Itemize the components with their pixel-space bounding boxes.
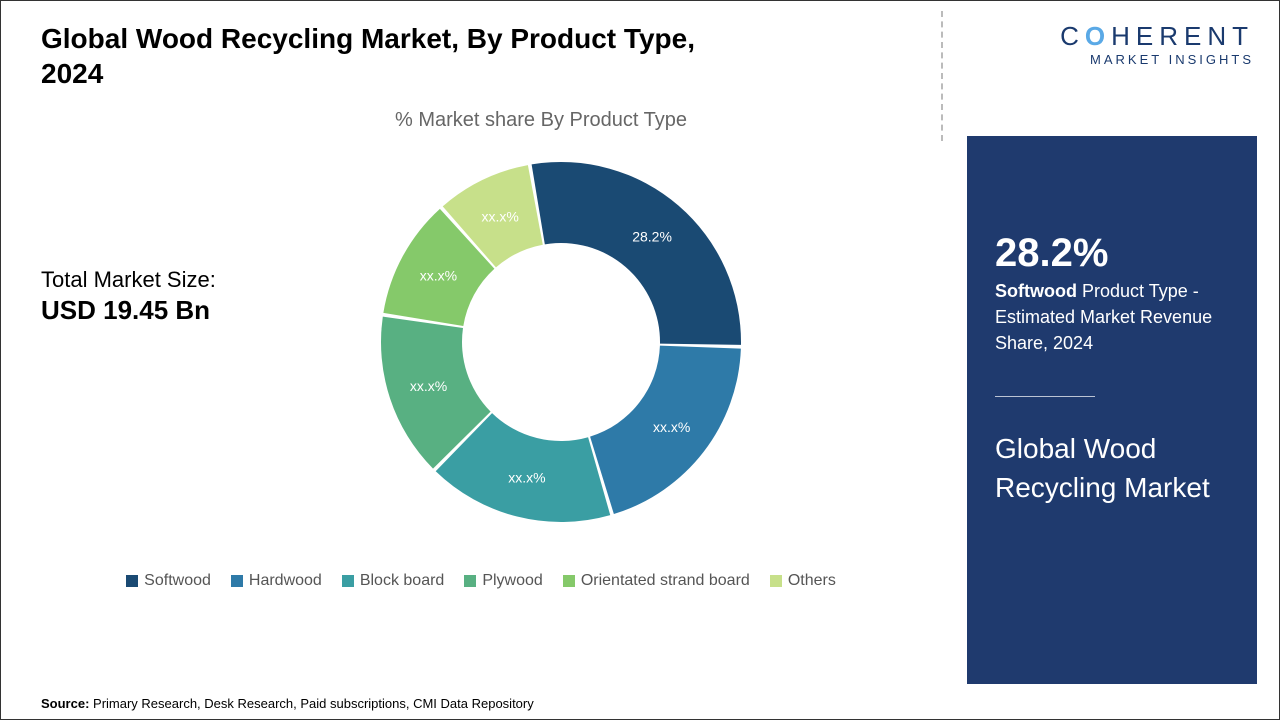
- legend-label: Softwood: [144, 572, 211, 590]
- highlight-desc: Softwood Product Type - Estimated Market…: [995, 278, 1229, 356]
- market-size-label: Total Market Size:: [41, 267, 216, 293]
- chart-subtitle: % Market share By Product Type: [161, 109, 921, 132]
- page-title: Global Wood Recycling Market, By Product…: [41, 21, 741, 91]
- legend: Softwood Hardwood Block board Plywood Orient…: [41, 572, 921, 592]
- legend-item-plywood: Plywood: [464, 572, 542, 590]
- brand-logo: COHERENT MARKET INSIGHTS: [1060, 21, 1254, 67]
- market-size-value: USD 19.45 Bn: [41, 295, 216, 326]
- highlight-percent: 28.2%: [995, 231, 1229, 276]
- legend-label: Block board: [360, 572, 445, 590]
- logo-letters-rest: HERENT: [1111, 21, 1254, 51]
- legend-swatch: [770, 575, 782, 587]
- legend-swatch: [563, 575, 575, 587]
- source-text: Primary Research, Desk Research, Paid su…: [93, 696, 534, 711]
- legend-swatch: [231, 575, 243, 587]
- logo-sub: MARKET INSIGHTS: [1060, 52, 1254, 67]
- legend-label: Plywood: [482, 572, 542, 590]
- legend-swatch: [342, 575, 354, 587]
- slice-label-1: xx.x%: [653, 419, 690, 435]
- logo-letter-o: O: [1085, 21, 1111, 52]
- infographic-container: Global Wood Recycling Market, By Product…: [0, 0, 1280, 720]
- vertical-divider: [941, 11, 943, 141]
- legend-item-others: Others: [770, 572, 836, 590]
- logo-main: COHERENT: [1060, 21, 1254, 52]
- logo-letter-c: C: [1060, 21, 1085, 51]
- legend-item-softwood: Softwood: [126, 572, 211, 590]
- slice-label-4: xx.x%: [420, 267, 457, 283]
- side-panel: COHERENT MARKET INSIGHTS 28.2% Softwood …: [944, 1, 1279, 719]
- chart-area: Total Market Size: USD 19.45 Bn 28.2% xx.…: [41, 132, 921, 572]
- legend-swatch: [464, 575, 476, 587]
- source-label: Source:: [41, 696, 89, 711]
- legend-swatch: [126, 575, 138, 587]
- legend-item-orientated-strand-board: Orientated strand board: [563, 572, 750, 590]
- slice-label-5: xx.x%: [482, 208, 519, 224]
- legend-item-hardwood: Hardwood: [231, 572, 322, 590]
- legend-label: Others: [788, 572, 836, 590]
- donut-chart: 28.2% xx.x% xx.x% xx.x% xx.x% xx.x%: [361, 142, 761, 542]
- highlight-title: Global Wood Recycling Market: [995, 429, 1229, 507]
- legend-label: Hardwood: [249, 572, 322, 590]
- main-panel: Global Wood Recycling Market, By Product…: [1, 1, 941, 719]
- slice-label-3: xx.x%: [410, 378, 447, 394]
- slice-label-2: xx.x%: [508, 469, 545, 485]
- legend-label: Orientated strand board: [581, 572, 750, 590]
- legend-item-block-board: Block board: [342, 572, 445, 590]
- market-size-block: Total Market Size: USD 19.45 Bn: [41, 267, 216, 326]
- donut-slice-softwood: [532, 162, 741, 345]
- highlight-box: 28.2% Softwood Product Type - Estimated …: [967, 136, 1257, 684]
- slice-label-0: 28.2%: [632, 228, 672, 244]
- highlight-desc-bold: Softwood: [995, 281, 1077, 301]
- highlight-divider: [995, 396, 1095, 397]
- source-line: Source: Primary Research, Desk Research,…: [41, 696, 534, 711]
